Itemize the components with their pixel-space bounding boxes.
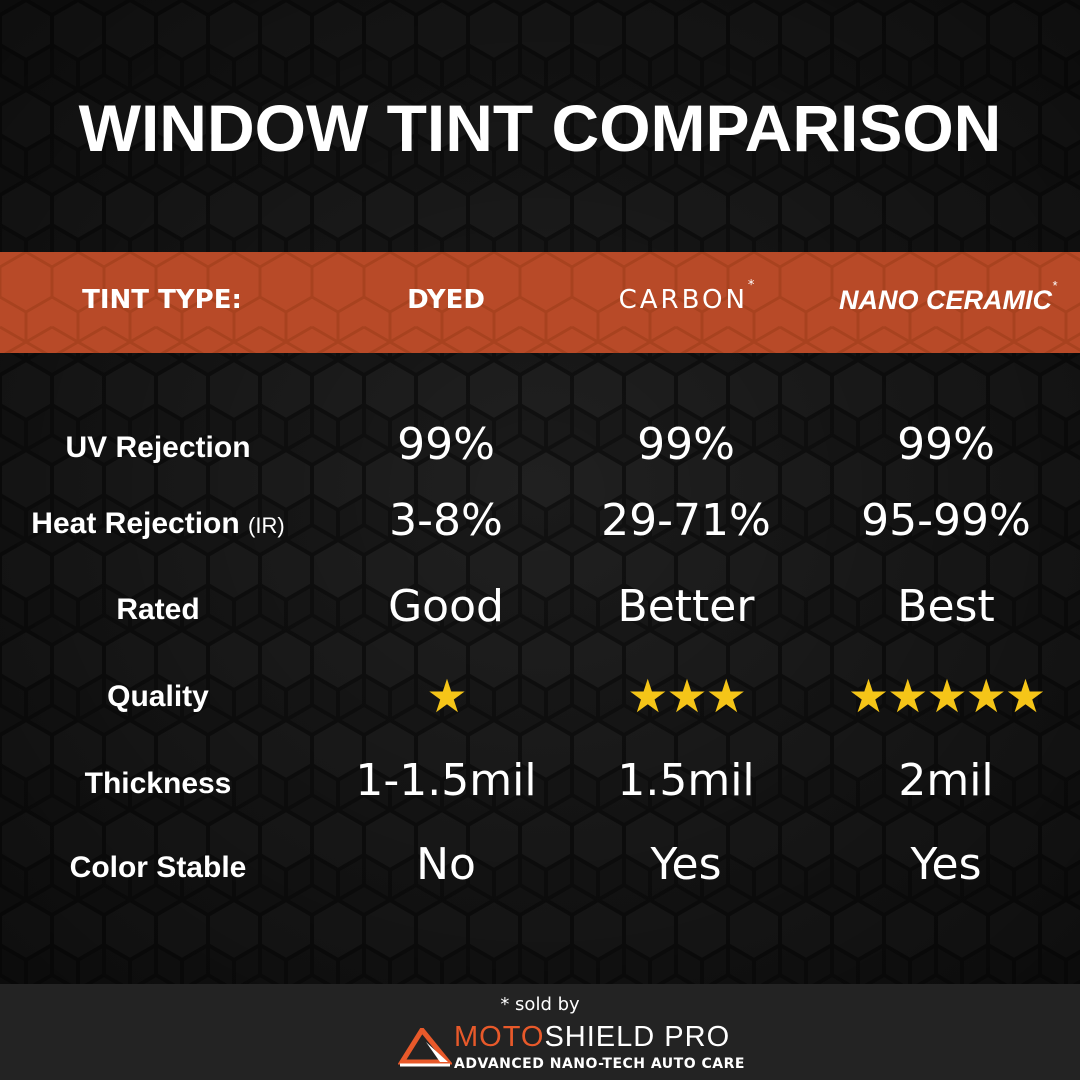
value-nano-ceramic: Best: [897, 581, 995, 632]
value-nano-ceramic: 2mil: [898, 755, 994, 806]
row-label: Heat Rejection (IR): [31, 506, 284, 544]
star-rating-dyed: ★: [426, 669, 467, 723]
row-label-text: Heat Rejection: [31, 507, 240, 540]
header-tint-type-label: TINT TYPE:: [82, 285, 242, 315]
header-nano-ceramic: NANO CERAMIC*: [838, 279, 1057, 317]
row-label: Rated: [116, 593, 200, 626]
hex-background: [0, 0, 1080, 984]
asterisk: *: [747, 278, 758, 293]
row-label: Thickness: [84, 767, 232, 800]
brand-moto: MOTO: [454, 1021, 545, 1053]
asterisk: *: [1051, 278, 1058, 293]
row-label: UV Rejection: [65, 431, 251, 464]
value-carbon: 99%: [637, 419, 735, 470]
value-dyed: 1-1.5mil: [355, 755, 537, 806]
row-color-stable: Color Stable No Yes Yes: [0, 838, 1080, 898]
page-title: WINDOW TINT COMPARISON: [78, 91, 1002, 165]
header-carbon: CARBON*: [618, 279, 758, 317]
header-dyed-label: DYED: [407, 285, 485, 315]
sold-by-text: * sold by: [500, 994, 580, 1015]
value-carbon: 1.5mil: [617, 755, 755, 806]
value-nano-ceramic: Yes: [910, 839, 982, 890]
brand-name: MOTOSHIELD PRO: [454, 1022, 730, 1052]
row-label: Color Stable: [69, 851, 247, 884]
triangle-logo-icon: [398, 1028, 452, 1067]
value-dyed: No: [416, 839, 476, 890]
value-nano-ceramic: 99%: [897, 419, 995, 470]
footer: * sold by MOTOSHIELD PRO ADVANCED NANO-T…: [0, 984, 1080, 1080]
value-carbon: 29-71%: [601, 495, 771, 546]
motoshield-pro-logo: MOTOSHIELD PRO ADVANCED NANO-TECH AUTO C…: [398, 1022, 744, 1076]
star-rating-nano-ceramic: ★★★★★: [847, 669, 1046, 723]
brand-tagline: ADVANCED NANO-TECH AUTO CARE: [454, 1056, 745, 1072]
row-thickness: Thickness 1-1.5mil 1.5mil 2mil: [0, 754, 1080, 814]
row-label: Quality: [107, 680, 209, 713]
header-carbon-label: CARBON: [618, 285, 748, 315]
row-uv-rejection: UV Rejection 99% 99% 99%: [0, 418, 1080, 478]
value-dyed: 99%: [397, 419, 495, 470]
star-rating-carbon: ★★★: [627, 669, 747, 723]
row-heat-rejection: Heat Rejection (IR) 3-8% 29-71% 95-99%: [0, 494, 1080, 554]
brand-shield-pro: SHIELD PRO: [544, 1021, 731, 1053]
header-nano-ceramic-label: NANO CERAMIC: [838, 285, 1052, 315]
header-dyed: DYED: [407, 283, 485, 317]
value-dyed: Good: [388, 581, 504, 632]
band-hex-pattern: [0, 252, 1080, 353]
row-rated: Rated Good Better Best: [0, 580, 1080, 640]
row-label-note: (IR): [248, 513, 285, 538]
row-quality: Quality ★ ★★★ ★★★★★: [0, 667, 1080, 727]
tint-type-header: [0, 252, 1080, 353]
value-carbon: Better: [617, 581, 755, 632]
value-dyed: 3-8%: [389, 495, 503, 546]
value-nano-ceramic: 95-99%: [861, 495, 1031, 546]
value-carbon: Yes: [650, 839, 722, 890]
